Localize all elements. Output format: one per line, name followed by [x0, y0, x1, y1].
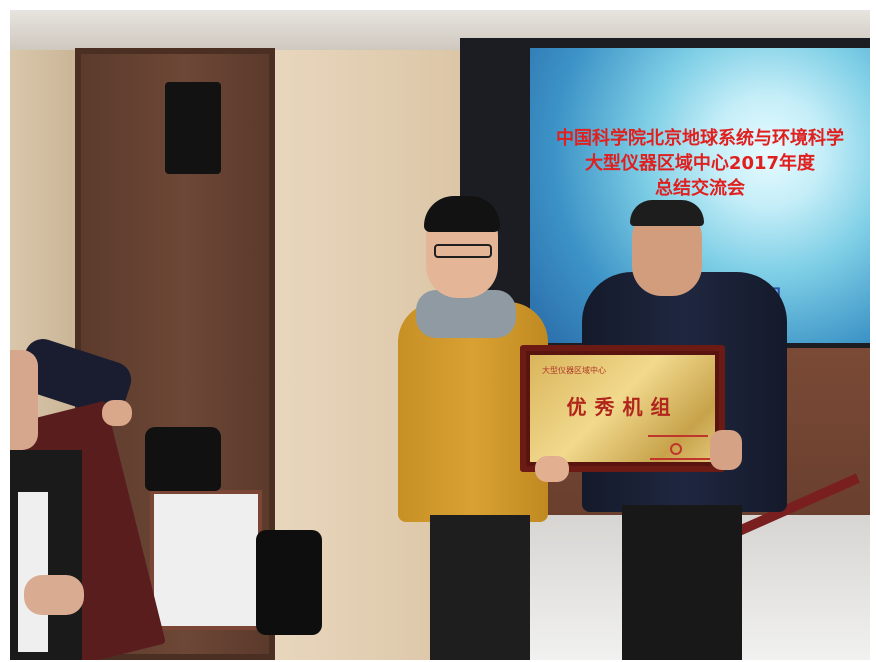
man-yellow-hair [424, 196, 500, 232]
black-bag [145, 427, 221, 491]
man-navy-hair [630, 200, 704, 226]
award-plaque: 大型仪器区域中心 优秀机组 [520, 345, 725, 472]
wall-speaker [165, 82, 221, 174]
plaque-line-upper [648, 435, 708, 437]
man-yellow-pants [430, 515, 530, 660]
photo-frame: 中国科学院北京地球系统与环境科学 大型仪器区域中心2017年度 总结交流会 8日… [10, 10, 870, 660]
white-cabinet [150, 490, 262, 630]
plaque-line-lower [650, 458, 710, 460]
plaque-header: 大型仪器区域中心 [542, 366, 606, 375]
man-gray-hood [416, 290, 516, 338]
man-yellow-glasses [434, 244, 492, 258]
plaque-award-text: 优秀机组 [566, 395, 679, 419]
man-navy-pants [622, 505, 742, 660]
plaque-seal-icon [670, 443, 682, 455]
plaque-gold-face: 大型仪器区域中心 优秀机组 [530, 355, 715, 462]
man-yellow-hand [535, 456, 569, 482]
left-person-face [10, 350, 38, 450]
left-person-hand [102, 400, 132, 426]
screen-title: 中国科学院北京地球系统与环境科学 大型仪器区域中心2017年度 总结交流会 [556, 128, 844, 199]
left-person-shirt [18, 492, 48, 652]
man-navy-hand [710, 430, 742, 470]
black-backpack [256, 530, 322, 635]
left-person-hand-lower [24, 575, 84, 615]
